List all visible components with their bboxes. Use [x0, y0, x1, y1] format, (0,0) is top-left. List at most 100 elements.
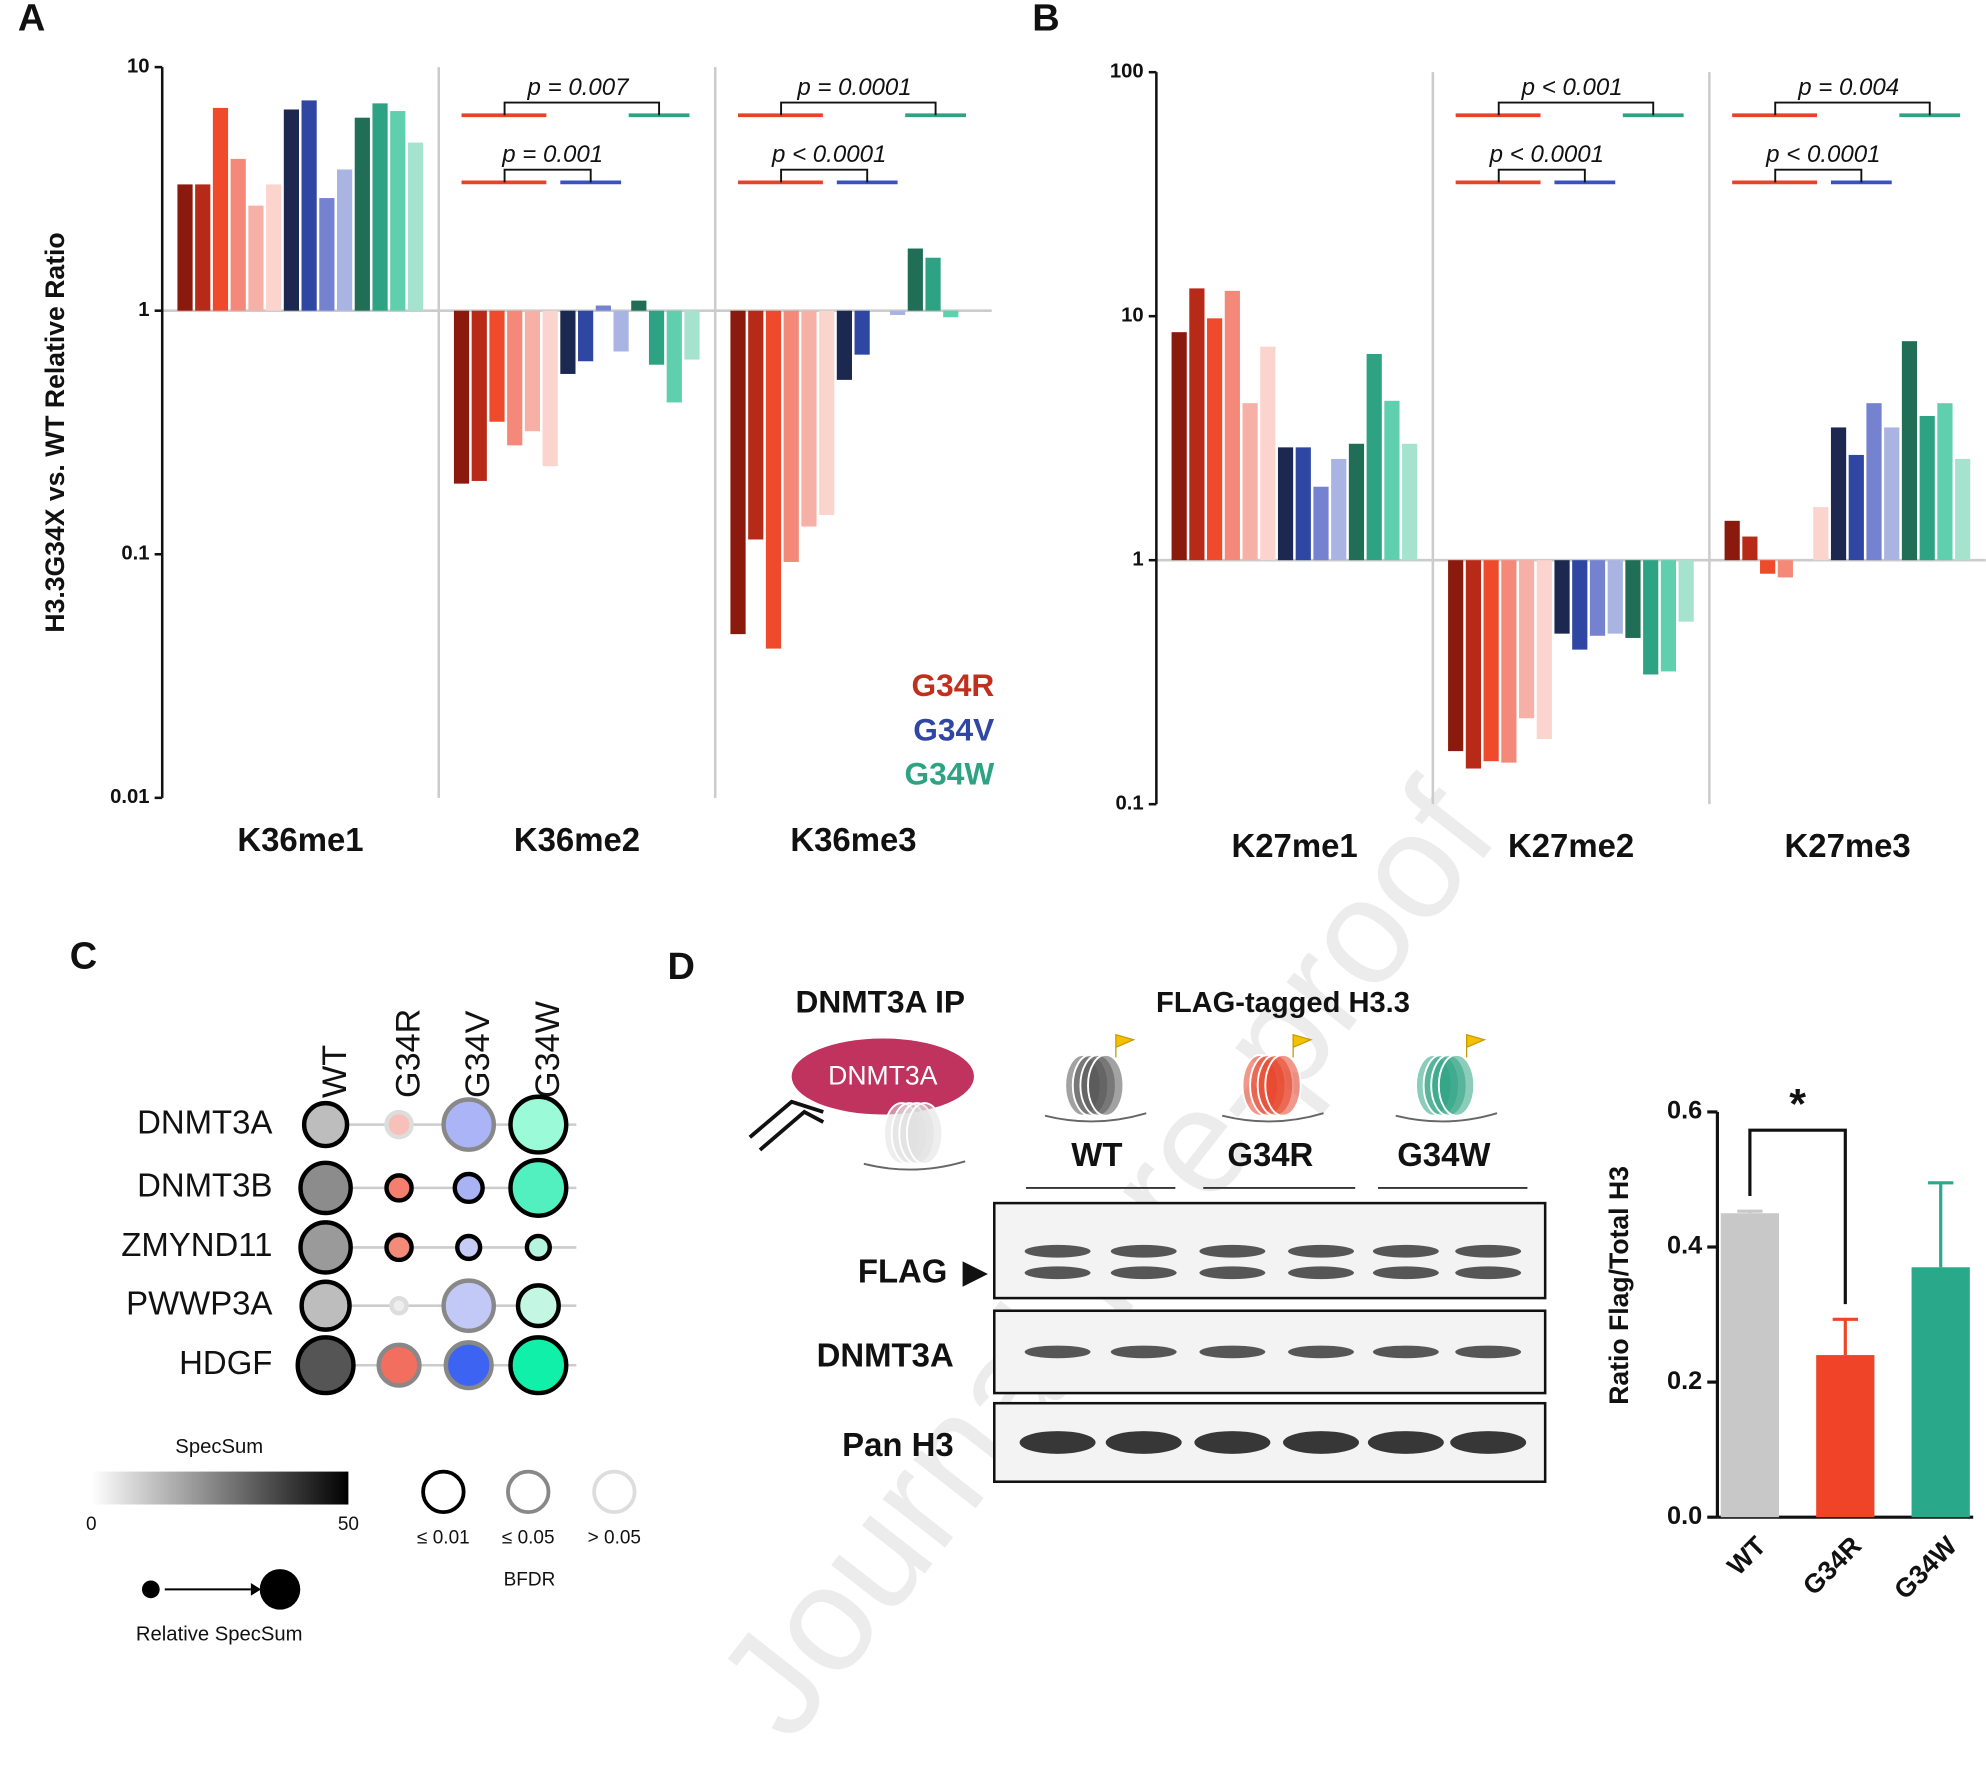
blot-band — [1111, 1346, 1177, 1359]
bar — [1831, 427, 1846, 560]
blot-band — [1106, 1431, 1182, 1454]
y-tick-label: 0.1 — [1116, 793, 1144, 815]
panel-label: A — [18, 0, 45, 39]
bar — [507, 311, 522, 446]
dot — [518, 1285, 559, 1326]
error-bar — [1737, 1211, 1762, 1213]
bar — [266, 184, 281, 310]
y-tick-label: 0.2 — [1667, 1367, 1702, 1395]
bar — [1519, 560, 1534, 718]
y-tick-label: 0.0 — [1667, 1502, 1702, 1530]
x-tick-label: G34R — [1797, 1531, 1867, 1601]
blot-band — [1455, 1245, 1521, 1258]
bar — [1760, 560, 1775, 574]
dot — [304, 1103, 347, 1146]
bar — [1313, 487, 1328, 560]
blot-row-label: FLAG — [858, 1253, 948, 1290]
bar — [667, 311, 682, 403]
bar — [596, 306, 611, 311]
colorbar — [91, 1472, 348, 1505]
blot-row-label: DNMT3A — [817, 1336, 954, 1373]
bar — [730, 311, 745, 634]
bar — [213, 108, 228, 311]
bfdr-label: ≤ 0.01 — [417, 1528, 470, 1549]
p-value: p = 0.004 — [1797, 74, 1899, 101]
bar — [855, 311, 870, 355]
bar — [748, 311, 763, 540]
blot-band — [1373, 1346, 1439, 1359]
bar — [1866, 403, 1881, 560]
y-tick-label: 10 — [1121, 305, 1144, 327]
dot — [387, 1112, 412, 1137]
error-bar — [1928, 1183, 1953, 1267]
bfdr-key — [594, 1472, 635, 1513]
error-bar — [1833, 1319, 1858, 1355]
legend-entry: G34W — [905, 756, 995, 792]
blot-band — [1455, 1346, 1521, 1359]
bar — [1816, 1355, 1874, 1517]
bar — [1643, 560, 1658, 674]
bar — [454, 311, 469, 484]
dot — [510, 1160, 566, 1216]
bfdr-key — [423, 1472, 464, 1513]
blot-band — [1283, 1431, 1359, 1454]
bar — [1608, 560, 1623, 633]
antibody-label: DNMT3A — [828, 1061, 938, 1091]
bar — [837, 311, 852, 380]
y-axis-label: Ratio Flag/Total H3 — [1604, 1166, 1634, 1405]
x-tick-label: WT — [1721, 1531, 1771, 1581]
panel-label: B — [1032, 0, 1059, 39]
bar — [231, 159, 246, 311]
bar — [1679, 560, 1694, 621]
x-tick-label: K27me1 — [1232, 827, 1358, 864]
bar — [1625, 560, 1640, 638]
p-value: p = 0.007 — [527, 74, 631, 101]
column-label: G34R — [389, 1009, 427, 1098]
bar — [1778, 560, 1793, 577]
dot — [302, 1282, 350, 1330]
column-label: WT — [316, 1045, 354, 1098]
bar — [1189, 288, 1204, 560]
bar — [684, 311, 699, 360]
bar — [1260, 347, 1275, 561]
x-tick-label: K36me2 — [514, 821, 640, 858]
nucleosome-disc — [1088, 1055, 1123, 1116]
y-tick-label: 0.6 — [1667, 1097, 1702, 1125]
dot — [379, 1345, 420, 1386]
blot-band — [1111, 1266, 1177, 1279]
y-tick-label: 0.01 — [110, 786, 149, 808]
bar — [578, 311, 593, 362]
p-value: p = 0.001 — [501, 141, 603, 168]
dot — [510, 1097, 566, 1153]
construct-title: FLAG-tagged H3.3 — [1156, 987, 1410, 1019]
x-tick-label: K27me3 — [1785, 827, 1911, 864]
bfdr-label: ≤ 0.05 — [502, 1528, 555, 1549]
dot — [455, 1174, 483, 1202]
bar — [1402, 444, 1417, 560]
dot — [510, 1337, 566, 1393]
bar — [355, 118, 370, 311]
blot-row-label: Pan H3 — [842, 1426, 954, 1463]
bfdr-key — [508, 1472, 549, 1513]
blot-band — [1111, 1245, 1177, 1258]
nucleosome-disc — [1265, 1055, 1300, 1116]
blot-band — [1025, 1245, 1091, 1258]
bar — [1937, 403, 1952, 560]
bar — [1742, 537, 1757, 561]
flag — [1467, 1035, 1485, 1058]
bar — [408, 143, 423, 311]
p-value: p < 0.0001 — [1489, 141, 1604, 168]
y-tick-label: 1 — [1132, 549, 1143, 571]
nucleosome-disc — [907, 1103, 942, 1164]
bar — [319, 198, 334, 311]
row-label: DNMT3A — [137, 1103, 272, 1140]
panel-label: D — [668, 946, 695, 988]
bar — [177, 184, 192, 310]
bar — [302, 100, 317, 310]
bar — [560, 311, 575, 374]
bar — [1448, 560, 1463, 751]
bar — [1813, 507, 1828, 560]
p-value: p = 0.0001 — [796, 74, 911, 101]
bar — [390, 111, 405, 311]
bar — [284, 109, 299, 310]
